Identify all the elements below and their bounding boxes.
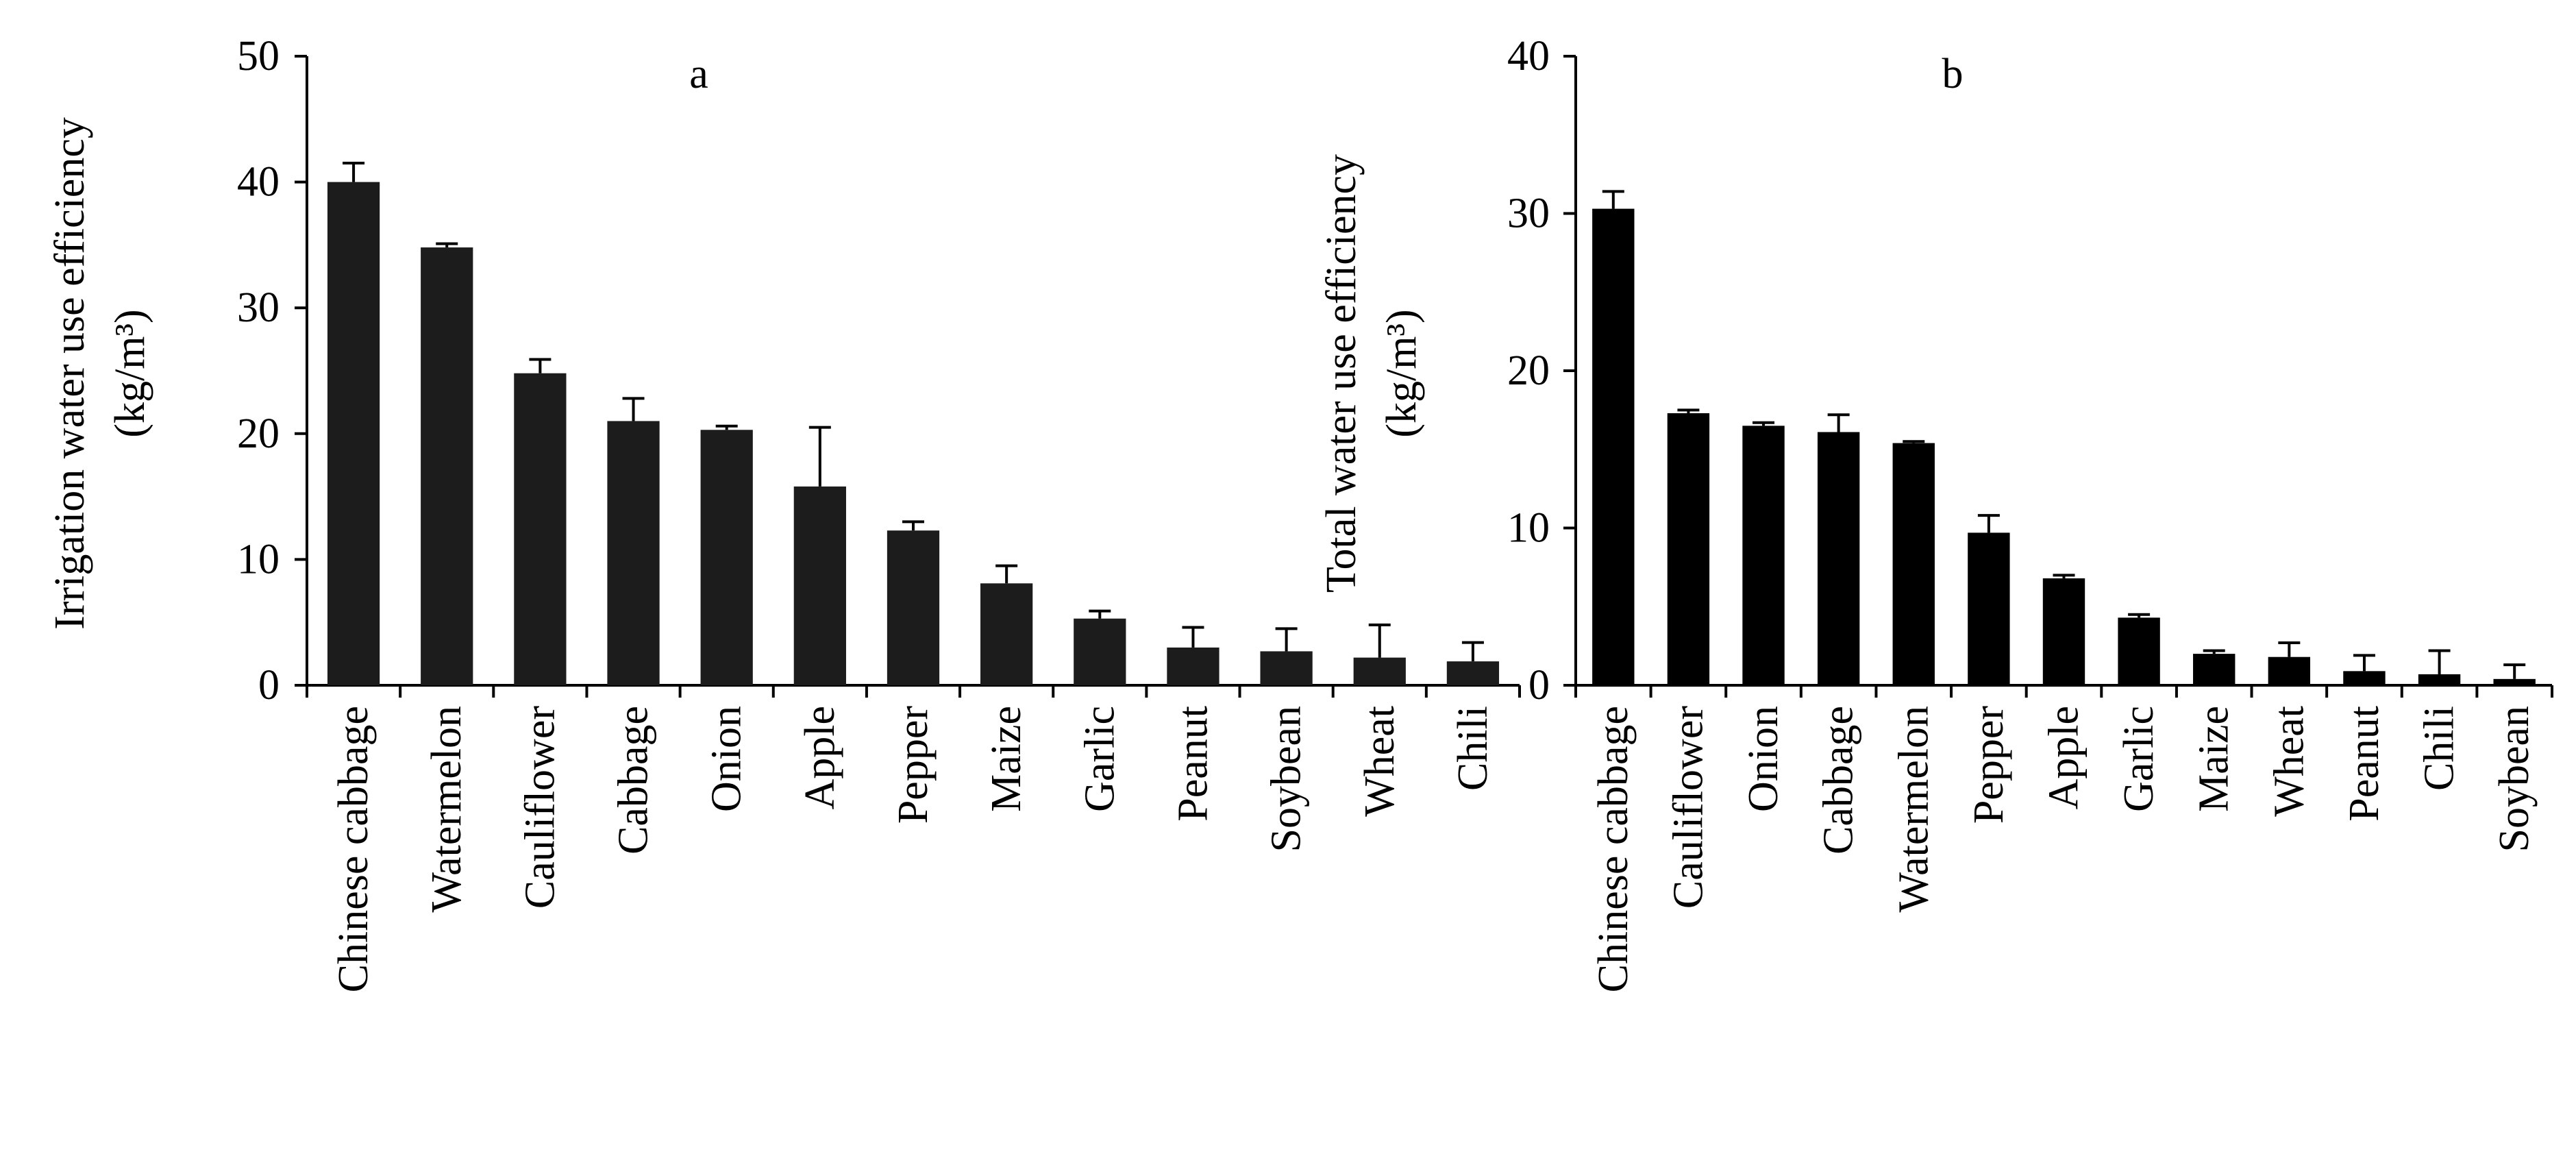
panel-a-y-tick-label: 50 — [237, 33, 280, 79]
panel-a-category-label: Chinese cabbage — [330, 706, 377, 992]
panel-b-category-label: Cauliflower — [1665, 706, 1711, 909]
panel-a-y-axis-unit: (kg/m³) — [107, 309, 153, 437]
panel-b-category-label: Cabbage — [1816, 706, 1862, 855]
panel-b-category-label: Chinese cabbage — [1590, 706, 1637, 992]
panel-a-category-label: Cabbage — [610, 706, 657, 855]
panel-a-bar — [1167, 647, 1219, 685]
panel-b-bar — [2118, 617, 2160, 685]
panel-a-bar — [1353, 657, 1406, 685]
panel-a-bar — [421, 247, 473, 685]
panel-a-category-label: Cauliflower — [517, 706, 563, 909]
panel-a-y-tick-label: 0 — [258, 662, 280, 709]
panel-b-y-axis-unit: (kg/m³) — [1378, 309, 1425, 437]
panel-b-bar — [2418, 674, 2461, 685]
panel-a-bar — [327, 182, 380, 686]
panel-b-chart: 0 10 20 30 40 Chinese cabbage Cauliflower Onion… — [1318, 33, 2553, 992]
panel-a-category-label: Garlic — [1076, 706, 1123, 812]
panel-b-category-label: Wheat — [2266, 706, 2312, 817]
panel-a-category-label: Pepper — [890, 706, 937, 824]
panel-b-y-tick-label: 20 — [1507, 347, 1550, 394]
panel-a-category-label: Soybean — [1263, 706, 1310, 852]
panel-b-y-tick-label: 0 — [1528, 662, 1550, 709]
panel-a-bar — [1074, 618, 1126, 685]
panel-a-category-label: Watermelon — [423, 706, 470, 912]
panel-b-bar — [2268, 656, 2311, 685]
panel-b-bar — [2193, 654, 2236, 685]
panel-a-bar — [607, 421, 660, 685]
panel-b-bar — [2343, 671, 2386, 685]
panel-b-category-label: Maize — [2191, 706, 2238, 812]
panel-a-panel-letter: a — [689, 51, 708, 97]
panel-a-bar — [980, 583, 1033, 685]
panel-a-category-label: Onion — [704, 706, 750, 812]
panel-b-bar — [2042, 578, 2085, 685]
panel-a-category-label: Apple — [797, 706, 843, 810]
panel-a-bar — [793, 486, 846, 685]
panel-b-bar — [2493, 678, 2536, 685]
panel-b-category-label: Watermelon — [1890, 706, 1937, 912]
panel-b-bar — [1817, 432, 1860, 685]
panel-b-bar — [1892, 443, 1935, 685]
panel-a-y-tick-label: 10 — [237, 536, 280, 582]
panel-b-bar — [1968, 532, 2010, 685]
panel-b-category-label: Garlic — [2116, 706, 2162, 812]
panel-b-y-axis-title: Total water use efficiency — [1318, 154, 1365, 593]
panel-b-category-label: Pepper — [1966, 706, 2012, 824]
panel-b-y-tick-label: 40 — [1507, 33, 1550, 79]
panel-a-category-label: Maize — [983, 706, 1030, 812]
panel-a-category-label: Wheat — [1357, 706, 1403, 817]
panel-b-category-label: Peanut — [2341, 706, 2388, 822]
panel-b-category-label: Soybean — [2491, 706, 2538, 852]
panel-a-y-tick-label: 20 — [237, 410, 280, 457]
panel-b-bar — [1667, 413, 1710, 685]
panel-b-bar — [1592, 208, 1635, 685]
panel-a-category-label: Chili — [1450, 706, 1496, 791]
panel-a-y-axis-title: Irrigation water use efficiency — [47, 117, 93, 630]
panel-b-category-label: Chili — [2416, 706, 2463, 791]
panel-b-panel-letter: b — [1942, 51, 1964, 97]
panel-a-bar — [1260, 651, 1313, 685]
panel-a-category-label: Peanut — [1169, 706, 1216, 822]
panel-a-bar — [700, 430, 753, 685]
panel-b-y-tick-label: 30 — [1507, 191, 1550, 237]
panel-b-bar — [1742, 426, 1785, 685]
panel-a-bar — [887, 530, 940, 685]
panel-b-category-label: Apple — [2041, 706, 2088, 810]
panel-b-y-tick-label: 10 — [1507, 505, 1550, 552]
panel-a-y-tick-label: 30 — [237, 284, 280, 331]
panel-a-bar — [1446, 661, 1500, 685]
panel-a-y-tick-label: 40 — [237, 159, 280, 206]
panel-b-category-label: Onion — [1740, 706, 1787, 812]
panel-a-bar — [514, 373, 567, 685]
panel-a-chart: 0 10 20 30 40 50 Chinese cabbage Watermelon Caul… — [47, 33, 1521, 992]
